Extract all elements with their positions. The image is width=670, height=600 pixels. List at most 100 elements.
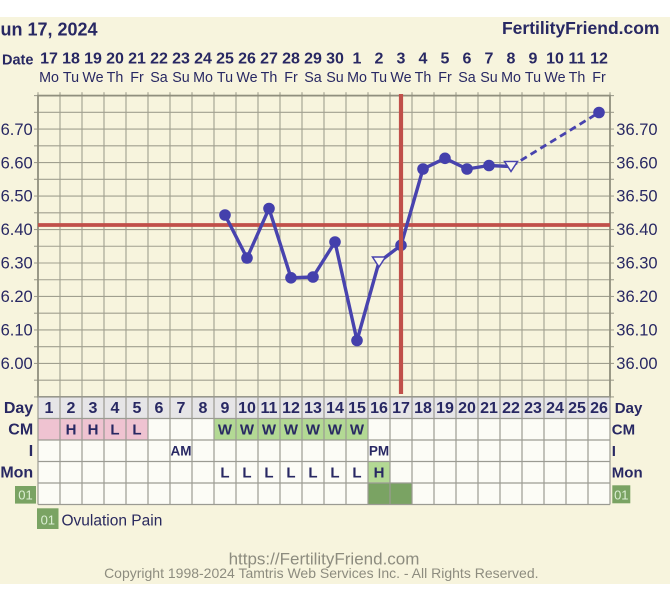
svg-text:16: 16 [370, 400, 388, 417]
svg-text:Th: Th [107, 70, 124, 86]
svg-text:Su: Su [326, 70, 344, 86]
svg-text:5: 5 [441, 51, 450, 68]
svg-text:27: 27 [260, 51, 278, 68]
svg-text:4: 4 [419, 51, 428, 68]
svg-text:Day: Day [4, 400, 33, 417]
svg-text:17: 17 [40, 51, 58, 68]
svg-text:Tu: Tu [217, 70, 233, 86]
svg-text:1: 1 [45, 400, 54, 417]
svg-text:18: 18 [414, 400, 432, 417]
svg-text:36.60: 36.60 [616, 154, 657, 172]
svg-text:01: 01 [18, 488, 32, 503]
svg-text:L: L [132, 422, 141, 439]
svg-text:L: L [110, 422, 119, 439]
svg-text:Sa: Sa [304, 70, 322, 86]
svg-text:W: W [284, 422, 299, 439]
svg-text:Fr: Fr [130, 70, 144, 86]
svg-text:6.20: 6.20 [1, 288, 33, 306]
svg-text:https://FertilityFriend.com: https://FertilityFriend.com [229, 550, 420, 569]
svg-text:Th: Th [415, 70, 432, 86]
svg-text:6.00: 6.00 [1, 355, 33, 373]
svg-text:L: L [220, 465, 229, 482]
svg-text:9: 9 [221, 400, 230, 417]
svg-text:18: 18 [62, 51, 80, 68]
svg-text:36.30: 36.30 [616, 255, 657, 273]
svg-text:6.70: 6.70 [1, 121, 33, 139]
svg-text:Fr: Fr [592, 70, 606, 86]
svg-text:36.20: 36.20 [616, 288, 657, 306]
svg-text:28: 28 [282, 51, 300, 68]
svg-text:26: 26 [590, 400, 608, 417]
svg-text:20: 20 [458, 400, 476, 417]
svg-text:3: 3 [89, 400, 98, 417]
svg-text:FertilityFriend.com: FertilityFriend.com [502, 18, 660, 38]
svg-text:29: 29 [304, 51, 322, 68]
svg-text:Th: Th [569, 70, 586, 86]
svg-text:Th: Th [261, 70, 278, 86]
svg-text:H: H [374, 465, 385, 482]
svg-text:I: I [29, 443, 33, 460]
svg-text:17: 17 [392, 400, 410, 417]
svg-text:14: 14 [326, 400, 344, 417]
svg-text:01: 01 [41, 513, 55, 528]
svg-text:H: H [66, 422, 77, 439]
svg-text:8: 8 [199, 400, 208, 417]
svg-text:6: 6 [463, 51, 472, 68]
svg-text:W: W [306, 422, 321, 439]
svg-text:L: L [286, 465, 295, 482]
svg-text:5: 5 [133, 400, 142, 417]
svg-text:25: 25 [568, 400, 586, 417]
svg-text:36.00: 36.00 [616, 355, 657, 373]
svg-text:22: 22 [502, 400, 520, 417]
svg-text:22: 22 [150, 51, 168, 68]
svg-text:L: L [352, 465, 361, 482]
svg-text:23: 23 [172, 51, 190, 68]
svg-text:21: 21 [128, 51, 146, 68]
svg-text:4: 4 [111, 400, 120, 417]
svg-text:7: 7 [177, 400, 186, 417]
svg-text:9: 9 [529, 51, 538, 68]
svg-text:PM: PM [369, 444, 389, 459]
svg-text:AM: AM [171, 444, 192, 459]
svg-text:24: 24 [194, 51, 212, 68]
svg-text:CM: CM [612, 421, 635, 438]
svg-text:Tu: Tu [525, 70, 541, 86]
svg-text:Sa: Sa [458, 70, 476, 86]
svg-text:36.10: 36.10 [616, 322, 657, 340]
svg-text:L: L [242, 465, 251, 482]
svg-text:Fr: Fr [438, 70, 452, 86]
svg-text:6: 6 [155, 400, 164, 417]
svg-text:6.60: 6.60 [1, 154, 33, 172]
svg-text:2: 2 [67, 400, 76, 417]
svg-text:Su: Su [480, 70, 498, 86]
svg-text:20: 20 [106, 51, 124, 68]
svg-text:19: 19 [84, 51, 102, 68]
svg-text:30: 30 [326, 51, 344, 68]
svg-text:We: We [544, 70, 565, 86]
svg-text:6.10: 6.10 [1, 322, 33, 340]
svg-text:12: 12 [590, 51, 608, 68]
svg-text:01: 01 [614, 487, 628, 502]
svg-text:Day: Day [615, 400, 643, 417]
svg-text:8: 8 [507, 51, 516, 68]
svg-text:Fr: Fr [284, 70, 298, 86]
svg-text:21: 21 [480, 400, 498, 417]
svg-text:36.50: 36.50 [616, 188, 657, 206]
svg-text:Copyright 1998-2024 Tamtris We: Copyright 1998-2024 Tamtris Web Services… [104, 565, 538, 581]
svg-text:1: 1 [353, 51, 362, 68]
svg-text:23: 23 [524, 400, 542, 417]
svg-text:2: 2 [375, 51, 384, 68]
svg-text:We: We [236, 70, 257, 86]
svg-text:11: 11 [261, 400, 278, 417]
svg-text:19: 19 [436, 400, 454, 417]
svg-text:Mo: Mo [501, 70, 521, 86]
svg-text:Tu: Tu [371, 70, 387, 86]
svg-text:36.40: 36.40 [616, 221, 657, 239]
svg-text:6.50: 6.50 [1, 188, 33, 206]
svg-text:Jun 17, 2024: Jun 17, 2024 [0, 19, 98, 39]
svg-text:13: 13 [304, 400, 322, 417]
svg-text:L: L [308, 465, 317, 482]
svg-text:We: We [390, 70, 411, 86]
svg-text:Tu: Tu [63, 70, 79, 86]
svg-text:Mon: Mon [612, 464, 643, 481]
